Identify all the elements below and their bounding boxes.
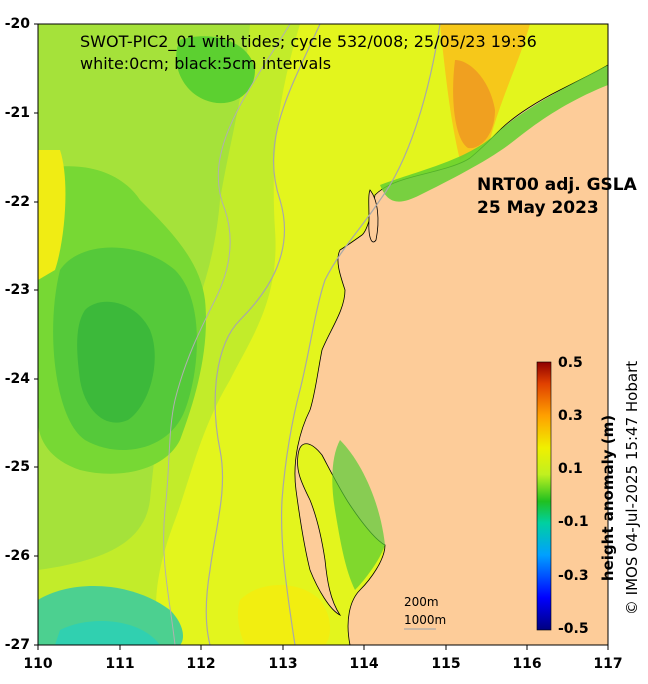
colorbar xyxy=(536,361,552,631)
lon-tick-label: 110 xyxy=(23,656,53,672)
product-date: 25 May 2023 xyxy=(477,198,599,218)
colorbar-label: 0.5 xyxy=(558,355,583,371)
lat-tick-label: -25 xyxy=(4,459,30,475)
lat-tick-label: -27 xyxy=(4,637,30,653)
lon-tick-label: 114 xyxy=(349,656,379,672)
lat-tick-label: -24 xyxy=(4,371,30,387)
lat-tick-label: -22 xyxy=(4,194,30,210)
lat-tick-label: -23 xyxy=(4,282,30,298)
anomaly-shark-bay xyxy=(332,440,385,590)
contour-note: white:0cm; black:5cm intervals xyxy=(80,54,332,73)
lon-tick-label: 116 xyxy=(512,656,542,672)
land-north-cape xyxy=(368,189,379,243)
colorbar-label: 0.1 xyxy=(558,461,583,477)
lat-tick-label: -20 xyxy=(4,16,30,32)
anomaly-low-north xyxy=(176,36,255,104)
lon-tick-label: 112 xyxy=(186,656,216,672)
colorbar-title: height anomaly (m) xyxy=(599,414,617,582)
lat-tick-marks xyxy=(34,23,38,646)
colorbar-label: -0.5 xyxy=(558,621,589,637)
isobath-200m xyxy=(280,24,441,645)
isobath-deep xyxy=(163,24,291,645)
colorbar-label: -0.3 xyxy=(558,568,589,584)
lat-tick-label: -21 xyxy=(4,105,30,121)
isobath-legend-1000: 1000m xyxy=(404,613,447,627)
anomaly-high-south xyxy=(237,585,330,645)
lon-tick-label: 117 xyxy=(593,656,623,672)
isobath-legend-200: 200m xyxy=(404,595,439,609)
anomaly-low-south-core xyxy=(55,621,160,645)
lat-tick-label: -26 xyxy=(4,548,30,564)
anomaly-coastal-fringe xyxy=(380,65,608,202)
lon-tick-label: 113 xyxy=(268,656,298,672)
anomaly-high-west xyxy=(38,150,66,280)
plot-frame xyxy=(37,23,609,646)
swath-title: SWOT-PIC2_01 with tides; cycle 532/008; … xyxy=(80,32,537,51)
colorbar-label: -0.1 xyxy=(558,514,589,530)
colorbar-label: 0.3 xyxy=(558,408,583,424)
lon-tick-label: 115 xyxy=(431,656,461,672)
product-name: NRT00 adj. GSLA xyxy=(477,175,637,195)
anomaly-low-center xyxy=(77,301,155,423)
anomaly-high-northeast-core xyxy=(453,60,495,149)
credit-line: © IMOS 04-Jul-2025 15:47 Hobart xyxy=(623,360,641,616)
lon-tick-label: 111 xyxy=(105,656,135,672)
isobath-1000m xyxy=(205,24,321,645)
lon-tick-marks xyxy=(37,645,609,650)
